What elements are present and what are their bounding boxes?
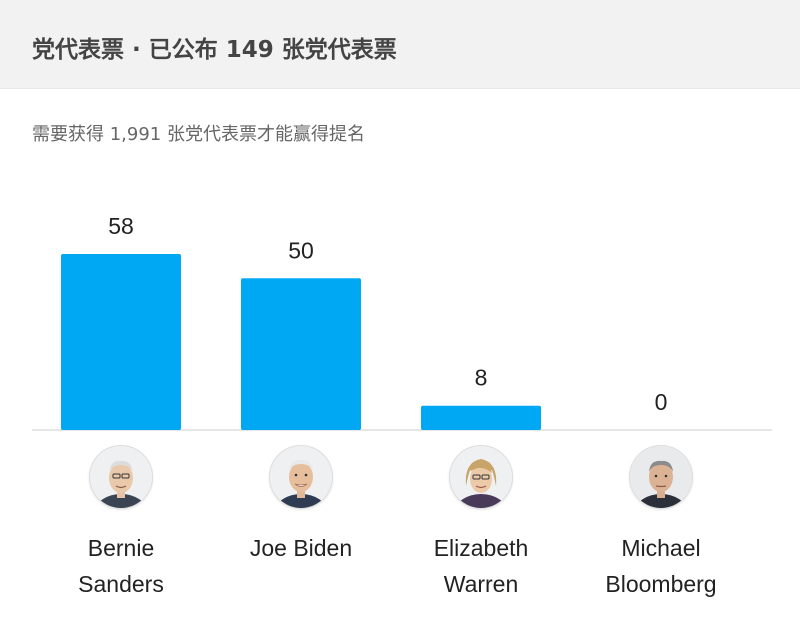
candidate-elizabeth-warren: Elizabeth Warren xyxy=(391,446,571,602)
candidate-name: Michael Bloomberg xyxy=(605,535,717,597)
bernie-sanders-photo-icon xyxy=(90,446,152,508)
elizabeth-warren-avatar xyxy=(450,446,512,508)
candidate-name: Joe Biden xyxy=(249,535,353,561)
candidate-bernie-sanders: Bernie Sanders xyxy=(31,446,211,602)
bernie-sanders-avatar xyxy=(90,446,152,508)
elizabeth-warren-photo-icon xyxy=(450,446,512,508)
michael-bloomberg-photo-icon xyxy=(630,446,692,508)
bar-elizabeth-warren xyxy=(421,405,541,430)
bar-value-label: 0 xyxy=(655,389,668,415)
bar-joe-biden xyxy=(241,278,361,430)
bar-value-label: 8 xyxy=(475,365,488,391)
bar-value-label: 50 xyxy=(288,237,314,263)
michael-bloomberg-avatar xyxy=(630,446,692,508)
candidate-joe-biden: Joe Biden xyxy=(211,446,391,566)
candidate-name: Bernie Sanders xyxy=(78,535,164,597)
bar-bernie-sanders xyxy=(61,254,181,430)
candidate-name: Elizabeth Warren xyxy=(433,535,529,597)
joe-biden-photo-icon xyxy=(270,446,332,508)
delegates-needed-subtitle: 需要获得 1,991 张党代表票才能赢得提名 xyxy=(32,124,365,145)
bar-value-label: 58 xyxy=(108,213,134,239)
candidate-michael-bloomberg: Michael Bloomberg xyxy=(571,446,751,602)
page-title: 党代表票 · 已公布 149 张党代表票 xyxy=(32,37,397,63)
header-bar: 党代表票 · 已公布 149 张党代表票 xyxy=(0,0,800,89)
joe-biden-avatar xyxy=(270,446,332,508)
